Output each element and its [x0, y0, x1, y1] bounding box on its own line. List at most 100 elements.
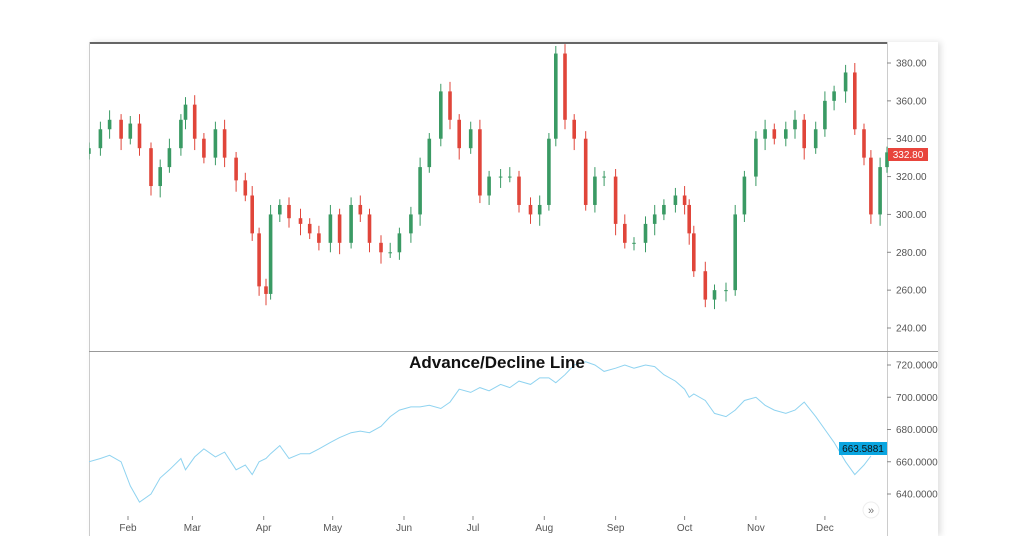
candle-body — [257, 233, 261, 287]
candle-body — [397, 233, 402, 253]
candle — [593, 167, 597, 213]
time-tick-label: Apr — [256, 523, 272, 534]
candle — [278, 199, 282, 222]
ad-line-series — [89, 361, 872, 503]
candle-body — [563, 53, 567, 120]
candle — [149, 142, 153, 196]
candle-body — [119, 119, 123, 139]
candle-body — [878, 167, 882, 215]
candle — [623, 214, 627, 249]
candle-body — [772, 129, 777, 139]
time-tick-label: Nov — [747, 523, 765, 534]
last-price-badge: 332.80 — [888, 148, 928, 161]
candle — [712, 284, 717, 310]
candle — [687, 199, 691, 245]
candle — [379, 235, 383, 264]
candle-body — [784, 129, 788, 139]
candle-body — [167, 148, 172, 168]
candle — [158, 159, 162, 198]
candle-body — [287, 204, 291, 219]
candle-body — [243, 180, 248, 196]
candle — [427, 133, 432, 173]
ad-axis: 720.0000 700.0000 680.0000 660.0000 640.0000 — [887, 361, 938, 501]
candle-body — [468, 129, 473, 149]
ad-tick-label: 640.0000 — [896, 490, 938, 501]
candle-body — [89, 148, 91, 154]
candle-body — [733, 214, 737, 291]
candle-body — [379, 242, 383, 253]
candle — [742, 170, 747, 222]
candle-body — [547, 138, 551, 205]
candle — [652, 204, 657, 236]
candle — [287, 197, 291, 228]
candle — [733, 204, 737, 296]
candle — [643, 216, 648, 253]
candle — [602, 170, 606, 187]
candle-body — [632, 242, 636, 244]
candle — [547, 133, 551, 211]
scroll-to-end-button[interactable]: » — [862, 501, 880, 519]
candle — [487, 170, 491, 205]
candle — [317, 225, 321, 251]
candle — [468, 121, 473, 154]
candle-body — [250, 195, 254, 234]
candle-body — [862, 129, 866, 158]
candle-body — [202, 138, 206, 158]
candle-body — [537, 204, 542, 215]
candle — [213, 121, 218, 166]
candle-body — [448, 91, 452, 120]
candle-body — [439, 91, 443, 139]
candle-body — [337, 214, 342, 243]
time-tick-label: Dec — [816, 523, 834, 534]
candle — [167, 138, 172, 173]
candle-body — [754, 138, 758, 177]
candle — [222, 119, 227, 168]
candle-body — [298, 218, 303, 224]
last-price-badge-bg — [888, 148, 928, 161]
candle — [418, 157, 422, 226]
candle — [298, 208, 303, 236]
price-tick-label: 300.00 — [896, 210, 927, 221]
candle-body — [673, 195, 678, 205]
candle — [813, 121, 818, 154]
ad-tick-label: 680.0000 — [896, 425, 938, 436]
ad-tick-label: 660.0000 — [896, 457, 938, 468]
candle — [439, 83, 443, 147]
price-axis: 380.00 360.00 340.00 320.00 300.00 280.00 260.… — [887, 59, 927, 335]
candle — [268, 204, 273, 300]
candle-body — [222, 129, 227, 158]
candle-body — [183, 104, 188, 120]
candle — [537, 195, 542, 226]
candle-body — [498, 176, 503, 178]
candle — [862, 123, 866, 166]
candle — [869, 150, 873, 224]
candle — [243, 172, 248, 202]
candle — [264, 278, 268, 306]
candle — [234, 151, 238, 192]
candle-body — [843, 72, 848, 92]
candle — [307, 218, 312, 240]
candle-body — [517, 176, 521, 205]
candle — [703, 261, 708, 308]
candle — [367, 208, 372, 253]
candle-body — [793, 119, 797, 130]
candle — [337, 208, 342, 255]
candle-body — [623, 223, 627, 243]
last-price-label: 332.80 — [893, 150, 924, 161]
candle — [554, 45, 558, 147]
candle-body — [613, 176, 618, 224]
candle-body — [853, 72, 857, 130]
candle — [397, 227, 402, 260]
time-tick-label: May — [323, 523, 342, 534]
candle — [823, 91, 827, 137]
time-axis: Feb Mar Apr May Jun Jul Aug Sep Oct Nov Dec — [119, 516, 834, 534]
candle — [517, 170, 521, 213]
ad-tick-label: 700.0000 — [896, 393, 938, 404]
candle — [563, 44, 567, 130]
candle — [793, 110, 797, 139]
candle — [137, 114, 142, 156]
chart-svg[interactable]: 380.00 360.00 340.00 320.00 300.00 280.00 260.… — [89, 42, 938, 536]
ad-tick-label: 720.0000 — [896, 361, 938, 372]
candle — [682, 186, 687, 215]
candle — [192, 95, 197, 151]
